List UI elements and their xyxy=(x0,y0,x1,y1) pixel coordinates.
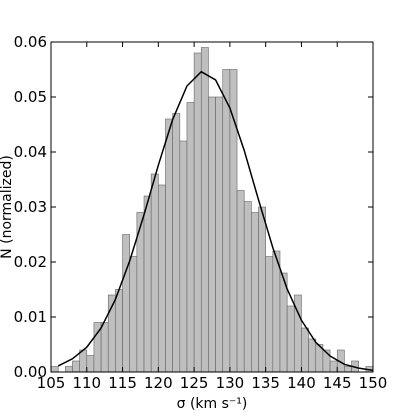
y-tick-label: 0.03 xyxy=(14,198,47,216)
bar xyxy=(150,173,159,373)
bar xyxy=(215,96,224,373)
bar xyxy=(172,113,181,373)
x-tick-label: 130 xyxy=(216,374,245,392)
bar xyxy=(222,69,231,373)
y-tick-label: 0.06 xyxy=(14,33,47,51)
bar xyxy=(115,289,123,373)
bar xyxy=(122,234,131,373)
bar xyxy=(258,206,266,373)
x-axis-label: σ (km s⁻¹) xyxy=(177,396,248,412)
bar xyxy=(72,360,80,373)
bar xyxy=(50,366,59,373)
bar xyxy=(129,256,138,373)
bar xyxy=(143,195,152,373)
bar xyxy=(308,338,317,373)
y-tick-label: 0.00 xyxy=(14,363,47,381)
x-tick-label: 135 xyxy=(251,374,280,392)
bar xyxy=(79,349,88,373)
x-tick-label: 120 xyxy=(144,374,173,392)
bar xyxy=(251,212,259,373)
bar xyxy=(344,366,352,373)
bar xyxy=(329,360,338,373)
bar xyxy=(200,47,209,373)
bar xyxy=(100,322,109,373)
bar xyxy=(179,140,188,373)
bar xyxy=(272,250,281,373)
y-axis-label: N (normalized) xyxy=(0,155,15,259)
x-tick-label: 140 xyxy=(287,374,316,392)
bar xyxy=(86,355,95,373)
bar xyxy=(301,327,309,373)
x-tick-label: 150 xyxy=(359,374,388,392)
x-tick-label: 110 xyxy=(72,374,101,392)
bar xyxy=(193,52,202,373)
x-tick-label: 125 xyxy=(180,374,209,392)
x-tick-label: 145 xyxy=(323,374,352,392)
bar xyxy=(265,256,274,373)
bar xyxy=(208,96,216,373)
x-tick-label: 115 xyxy=(108,374,137,392)
bar xyxy=(243,201,252,373)
bar xyxy=(65,366,73,373)
y-tick-label: 0.02 xyxy=(14,253,47,271)
bar xyxy=(236,190,245,373)
bar xyxy=(286,305,295,373)
fit-curve xyxy=(57,70,374,372)
bar xyxy=(229,69,238,373)
y-tick-label: 0.01 xyxy=(14,308,47,326)
x-tick-label: 105 xyxy=(37,374,66,392)
bar xyxy=(165,118,173,373)
bar xyxy=(186,102,195,373)
bar xyxy=(158,184,166,373)
y-tick-label: 0.04 xyxy=(14,143,47,161)
y-tick-label: 0.05 xyxy=(14,88,47,106)
